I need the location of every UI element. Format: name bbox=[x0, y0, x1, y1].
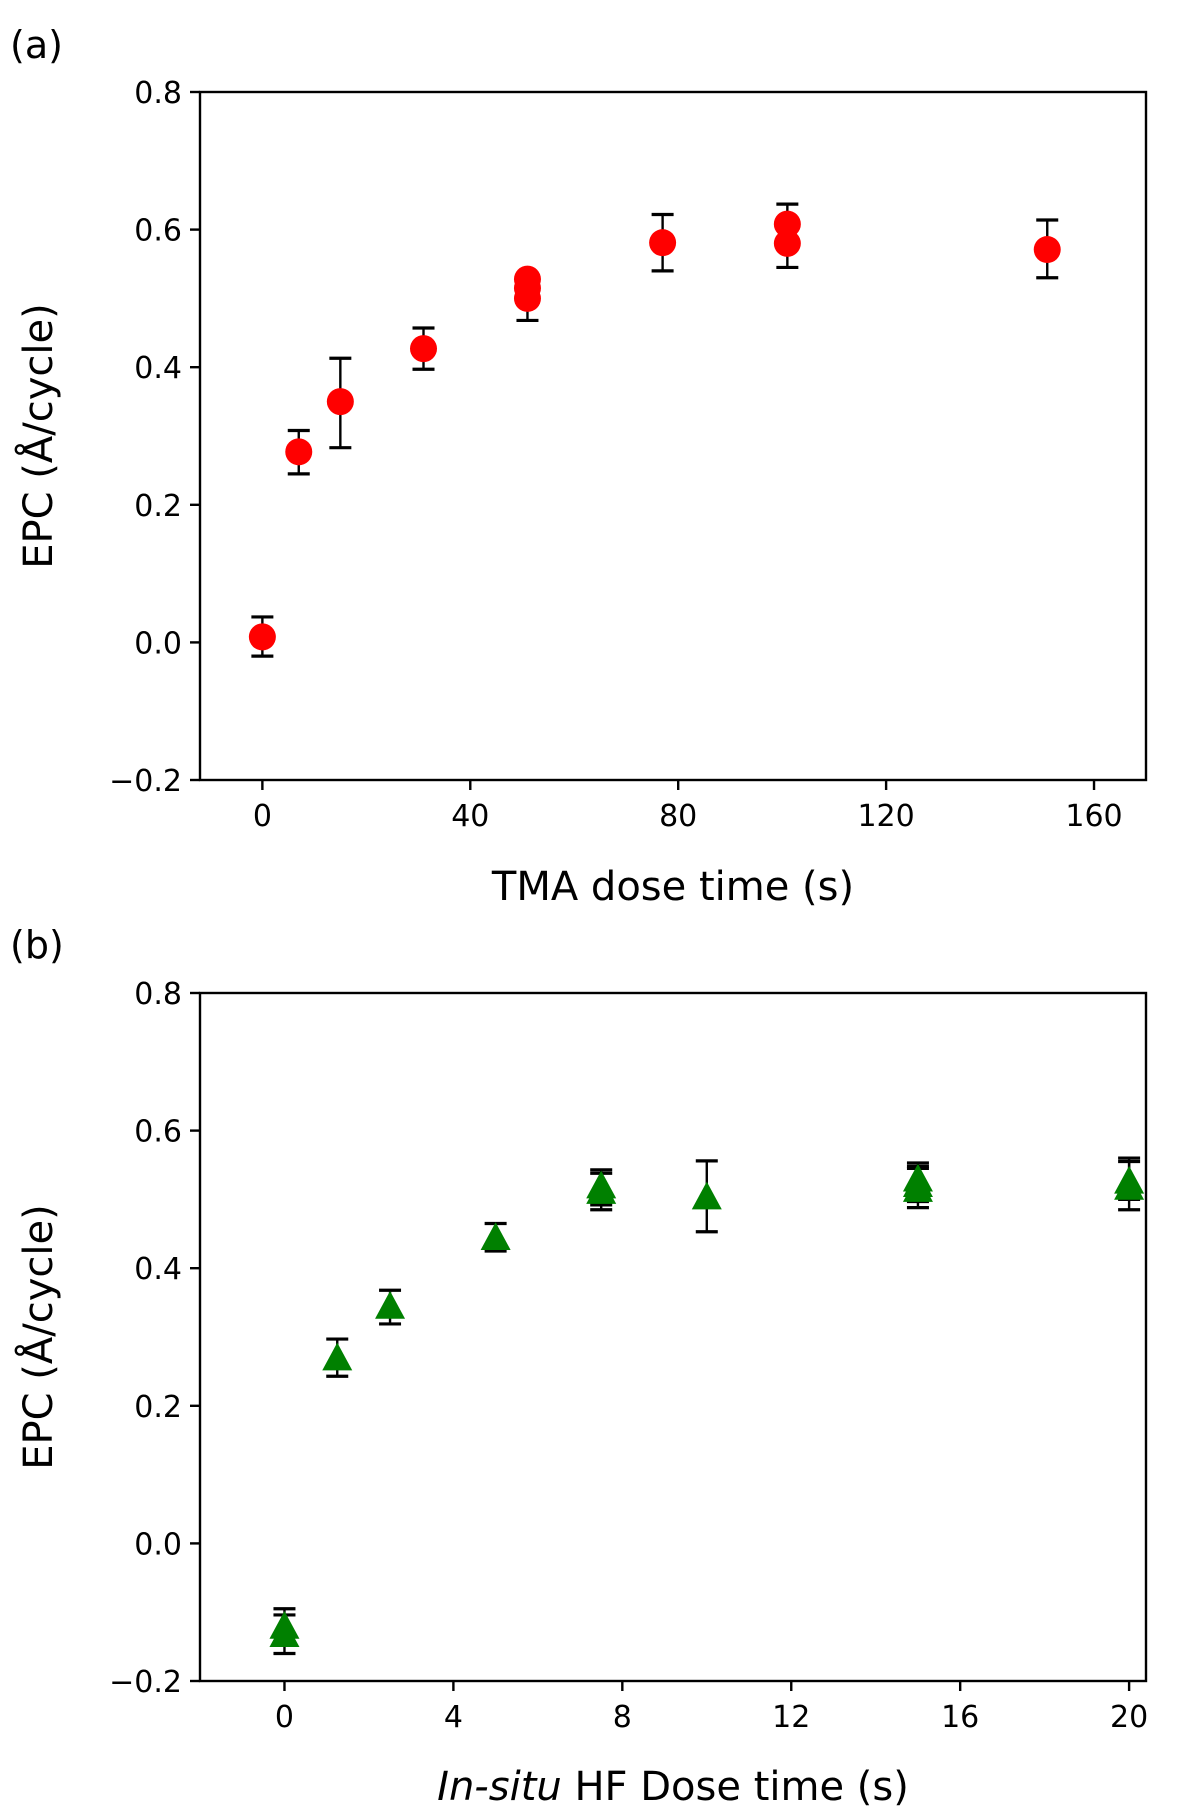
y-axis-title: EPC (Å/cycle) bbox=[14, 1204, 62, 1469]
data-point bbox=[248, 623, 276, 651]
x-tick-label: 40 bbox=[451, 799, 489, 834]
x-tick-label: 160 bbox=[1065, 799, 1122, 834]
x-tick-label: 120 bbox=[857, 799, 914, 834]
panel-label: (b) bbox=[10, 923, 64, 967]
y-tick-label: 0.4 bbox=[134, 1252, 182, 1287]
axes-frame bbox=[198, 991, 1148, 1683]
x-axis-title-part: In-situ bbox=[437, 1764, 562, 1810]
data-point bbox=[586, 1176, 617, 1204]
x-tick-label: 80 bbox=[659, 799, 697, 834]
x-tick-label: 0 bbox=[253, 799, 272, 834]
data-point bbox=[773, 210, 801, 238]
y-axis-title: EPC (Å/cycle) bbox=[14, 303, 62, 568]
y-tick-label: 0.2 bbox=[134, 489, 182, 524]
x-axis-title-part: TMA dose time (s) bbox=[491, 864, 854, 910]
x-tick-label: 4 bbox=[444, 1700, 463, 1735]
data-point bbox=[322, 1342, 353, 1371]
data-point bbox=[691, 1181, 722, 1210]
data-point bbox=[773, 229, 801, 257]
y-tick-label: 0.8 bbox=[134, 977, 182, 1012]
axes-frame bbox=[198, 90, 1148, 782]
x-axis-title: In-situ HF Dose time (s) bbox=[437, 1764, 909, 1810]
data-point bbox=[269, 1619, 300, 1647]
data-point bbox=[285, 438, 313, 466]
x-axis-title-part: HF Dose time (s) bbox=[562, 1764, 909, 1810]
y-tick-label: 0.8 bbox=[134, 76, 182, 111]
y-tick-label: 0.0 bbox=[134, 1527, 182, 1562]
x-tick-label: 12 bbox=[772, 1700, 810, 1735]
data-point bbox=[902, 1174, 933, 1202]
x-tick-label: 8 bbox=[613, 1700, 632, 1735]
data-point bbox=[480, 1222, 511, 1250]
y-tick-label: 0.4 bbox=[134, 351, 182, 386]
data-point bbox=[375, 1291, 406, 1319]
panel-a: (a) −0.2 0.0 0.2 0.4 0.6 0.8 0 40 80 120 160 TMA dos… bbox=[10, 23, 1148, 910]
y-tick-label: −0.2 bbox=[109, 764, 182, 799]
y-tick-label: 0.6 bbox=[134, 214, 182, 249]
x-tick-label: 0 bbox=[275, 1700, 294, 1735]
data-point bbox=[1033, 236, 1061, 264]
x-tick-label: 20 bbox=[1110, 1700, 1148, 1735]
panel-label: (a) bbox=[10, 23, 63, 67]
data-point bbox=[649, 229, 677, 257]
data-point bbox=[410, 335, 438, 363]
y-tick-label: 0.2 bbox=[134, 1390, 182, 1425]
y-tick-label: −0.2 bbox=[109, 1665, 182, 1700]
data-point bbox=[326, 388, 354, 416]
y-tick-label: 0.6 bbox=[134, 1115, 182, 1150]
data-point bbox=[513, 265, 541, 293]
y-tick-label: 0.0 bbox=[134, 626, 182, 661]
x-tick-label: 16 bbox=[941, 1700, 979, 1735]
x-axis-title: TMA dose time (s) bbox=[491, 864, 854, 910]
data-point bbox=[1114, 1172, 1145, 1200]
panel-b: (b) −0.2 0.0 0.2 0.4 0.6 0.8 0 4 8 12 16 20 In-situ H… bbox=[10, 923, 1148, 1810]
